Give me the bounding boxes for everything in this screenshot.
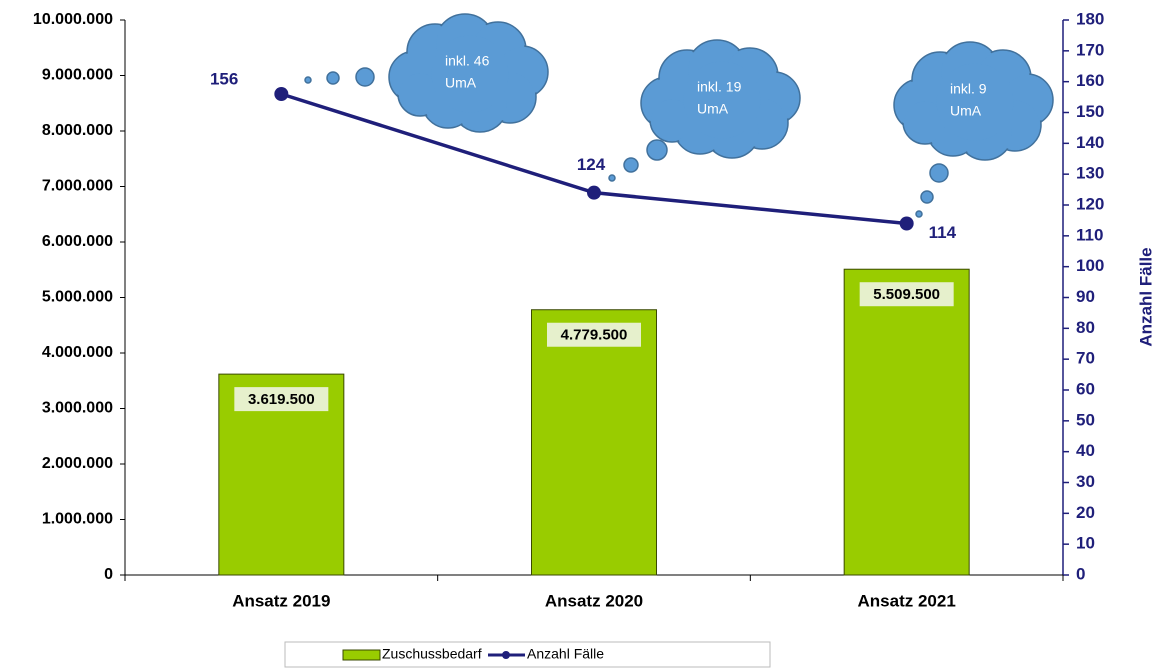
line-point — [274, 87, 288, 101]
y2-tick-label: 40 — [1076, 441, 1095, 460]
y2-tick-label: 60 — [1076, 379, 1095, 398]
cloud-bubble — [921, 191, 933, 203]
y2-tick-label: 140 — [1076, 133, 1104, 152]
annotation-cloud: inkl. 19 UmA — [609, 40, 800, 181]
y2-tick-label: 30 — [1076, 472, 1095, 491]
y2-tick-label: 150 — [1076, 102, 1104, 121]
y2-tick-label: 10 — [1076, 534, 1095, 553]
legend-label: Anzahl Fälle — [527, 646, 604, 662]
line-point — [587, 186, 601, 200]
annotation-text: inkl. 9 — [950, 81, 987, 97]
y-tick-label: 2.000.000 — [42, 455, 113, 472]
legend-swatch — [343, 650, 380, 660]
y2-tick-label: 120 — [1076, 194, 1104, 213]
x-tick-label: Ansatz 2021 — [858, 591, 956, 610]
annotation-text: inkl. 46 — [445, 53, 490, 69]
y2-tick-label: 0 — [1076, 564, 1085, 583]
line-point — [900, 217, 914, 231]
annotation-text: inkl. 19 — [697, 79, 742, 95]
y-tick-label: 5.000.000 — [42, 289, 113, 306]
y-tick-label: 4.000.000 — [42, 344, 113, 361]
y2-axis-label: Anzahl Fälle — [1136, 247, 1155, 346]
y-tick-label: 7.000.000 — [42, 178, 113, 195]
y-tick-label: 6.000.000 — [42, 233, 113, 250]
y2-tick-label: 130 — [1076, 164, 1104, 183]
y2-tick-label: 70 — [1076, 349, 1095, 368]
cloud-bubble — [327, 72, 339, 84]
bar — [532, 310, 657, 575]
x-tick-label: Ansatz 2020 — [545, 591, 643, 610]
cloud-bubble — [916, 211, 922, 217]
bar-value-label: 5.509.500 — [873, 286, 940, 303]
legend: Zuschussbedarf Anzahl Fälle — [285, 642, 770, 667]
line-value-label: 156 — [210, 69, 238, 88]
y-tick-label: 8.000.000 — [42, 122, 113, 139]
annotation-text: UmA — [950, 103, 982, 119]
bar — [844, 269, 969, 575]
page: {"chart_data": { "type": "bar-line", "ca… — [0, 0, 1160, 669]
line-value-label: 114 — [929, 223, 957, 242]
x-tick-label: Ansatz 2019 — [232, 591, 330, 610]
annotation-text: UmA — [697, 101, 729, 117]
bar-value-label: 4.779.500 — [561, 327, 628, 344]
cloud-bubble — [647, 140, 667, 160]
y-tick-label: 9.000.000 — [42, 67, 113, 84]
y-tick-label: 10.000.000 — [33, 11, 113, 28]
y2-tick-label: 180 — [1076, 9, 1104, 28]
cloud-bubble — [930, 164, 948, 182]
y2-tick-label: 20 — [1076, 503, 1095, 522]
y2-tick-label: 100 — [1076, 256, 1104, 275]
y-tick-label: 1.000.000 — [42, 511, 113, 528]
annotation-cloud: inkl. 9 UmA — [894, 42, 1053, 217]
y2-tick-label: 170 — [1076, 40, 1104, 59]
legend-label: Zuschussbedarf — [382, 646, 482, 662]
y2-tick-label: 110 — [1076, 225, 1103, 244]
line-value-label: 124 — [577, 155, 606, 174]
cloud-bubble — [305, 77, 311, 83]
y2-tick-label: 80 — [1076, 318, 1095, 337]
legend-marker — [502, 651, 510, 659]
y-tick-label: 3.000.000 — [42, 400, 113, 417]
cloud-bubble — [624, 158, 638, 172]
y-tick-label: 0 — [104, 566, 113, 583]
y2-tick-label: 160 — [1076, 71, 1104, 90]
bar-value-label: 3.619.500 — [248, 391, 315, 408]
cloud-bubble — [609, 175, 615, 181]
annotation-text: UmA — [445, 75, 477, 91]
chart: Anzahl Fälle 0 1.000.000 2.000.000 3.000.00… — [0, 0, 1160, 669]
cloud-bubble — [356, 68, 374, 86]
y2-tick-label: 90 — [1076, 287, 1095, 306]
y2-tick-label: 50 — [1076, 410, 1095, 429]
